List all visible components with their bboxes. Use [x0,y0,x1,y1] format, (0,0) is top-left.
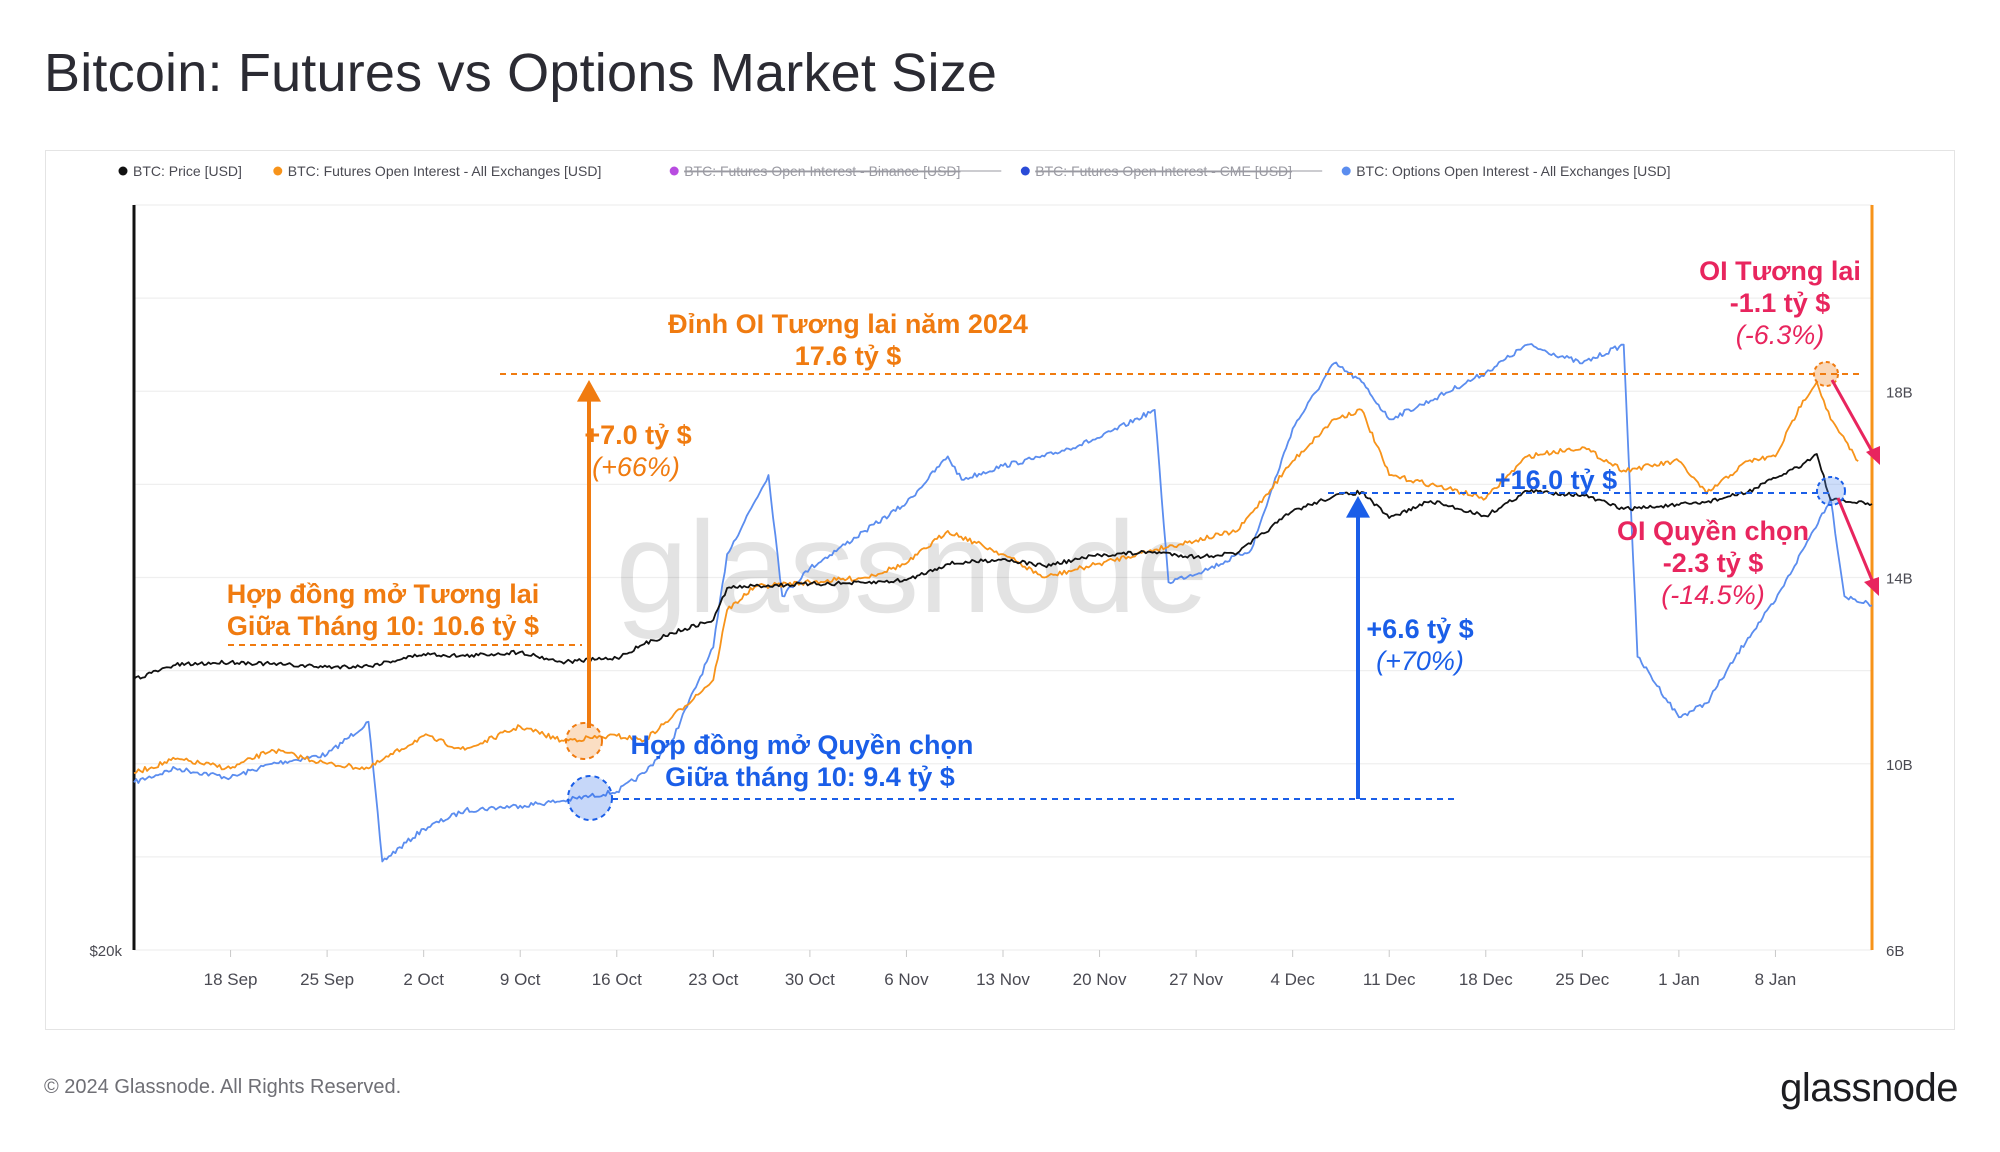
series-layer [133,343,1873,863]
y-right-tick-label: 18B [1886,384,1913,401]
futures-drop-arrow-head [1866,446,1880,465]
annotation-options-drop: OI Quyền chọn [1617,516,1809,546]
options-mid-oct-marker [567,775,613,821]
chart-frame [45,150,1955,1030]
futures-mid-oct-marker [565,722,603,760]
legend: BTC: Price [USD] BTC: Futures Open Intere… [118,163,1671,179]
x-tick-label: 20 Nov [1073,970,1127,989]
legend-marker [1341,166,1351,176]
series-line-options [133,343,1873,863]
x-tick-label: 23 Oct [688,970,738,989]
legend-entry: BTC: Futures Open Interest - All Exchang… [288,163,602,179]
x-tick-label: 8 Jan [1755,970,1797,989]
copyright: © 2024 Glassnode. All Rights Reserved. [44,1076,402,1098]
x-tick-label: 18 Dec [1459,970,1513,989]
y-right-tick-label: 14B [1886,571,1913,588]
legend-marker [669,166,679,176]
legend-marker [118,166,128,176]
annotation-futures-drop: OI Tương lai [1699,256,1861,286]
legend-entry: BTC: Options Open Interest - All Exchang… [1356,163,1670,179]
futures-drop-arrow-shaft [1830,379,1876,456]
x-tick-label: 18 Sep [204,970,258,989]
series-line-futures [133,381,1859,774]
annotation-options-change: (+70%) [1376,646,1464,676]
legend-marker [1020,166,1030,176]
annotation-futures-mid-oct: Giữa Tháng 10: 10.6 tỷ $ [227,611,539,641]
x-tick-label: 1 Jan [1658,970,1700,989]
futures-change-arrow-head [577,380,601,402]
x-tick-label: 11 Dec [1363,970,1416,989]
y-left-tick-label: $20k [89,943,122,960]
x-tick-label: 2 Oct [403,970,444,989]
x-tick-label: 16 Oct [592,970,642,989]
legend-marker [273,166,283,176]
options-drop-arrow-head [1864,577,1879,596]
annotation-peak-title: 17.6 tỷ $ [795,341,902,371]
x-tick-label: 6 Nov [884,970,929,989]
annotation-options-drop: (-14.5%) [1661,580,1765,610]
x-tick-label: 13 Nov [976,970,1030,989]
series-line-price [133,453,1873,680]
annotation-futures-drop: -1.1 tỷ $ [1730,288,1831,318]
page-title: Bitcoin: Futures vs Options Market Size [44,43,998,103]
y-right-tick-label: 10B [1886,757,1913,774]
annotation-options-drop: -2.3 tỷ $ [1663,548,1764,578]
y-right-tick-label: 6B [1886,943,1904,960]
x-tick-label: 25 Dec [1555,970,1609,989]
x-tick-label: 9 Oct [500,970,541,989]
legend-entry: BTC: Price [USD] [133,163,242,179]
annotation-futures-change: (+66%) [592,452,680,482]
annotation-options-peak: +16.0 tỷ $ [1495,465,1617,495]
annotation-futures-change: +7.0 tỷ $ [584,420,691,450]
x-tick-label: 4 Dec [1270,970,1315,989]
annotation-peak-title: Đỉnh OI Tương lai năm 2024 [668,309,1028,339]
options-peak-marker [1816,476,1846,506]
x-tick-label: 30 Oct [785,970,835,989]
annotation-futures-drop: (-6.3%) [1736,320,1825,350]
watermark: glassnode [616,494,1209,640]
x-tick-label: 25 Sep [300,970,354,989]
options-change-arrow-head [1346,496,1370,518]
x-tick-label: 27 Nov [1169,970,1223,989]
annotation-options-mid-oct: Giữa tháng 10: 9.4 tỷ $ [665,762,955,792]
annotation-options-change: +6.6 tỷ $ [1366,614,1473,644]
annotation-futures-mid-oct: Hợp đồng mở Tương lai [227,579,540,609]
options-drop-arrow-shaft [1836,497,1876,586]
brand-logo: glassnode [1780,1066,1958,1110]
annotation-options-mid-oct: Hợp đồng mở Quyền chọn [631,730,974,760]
